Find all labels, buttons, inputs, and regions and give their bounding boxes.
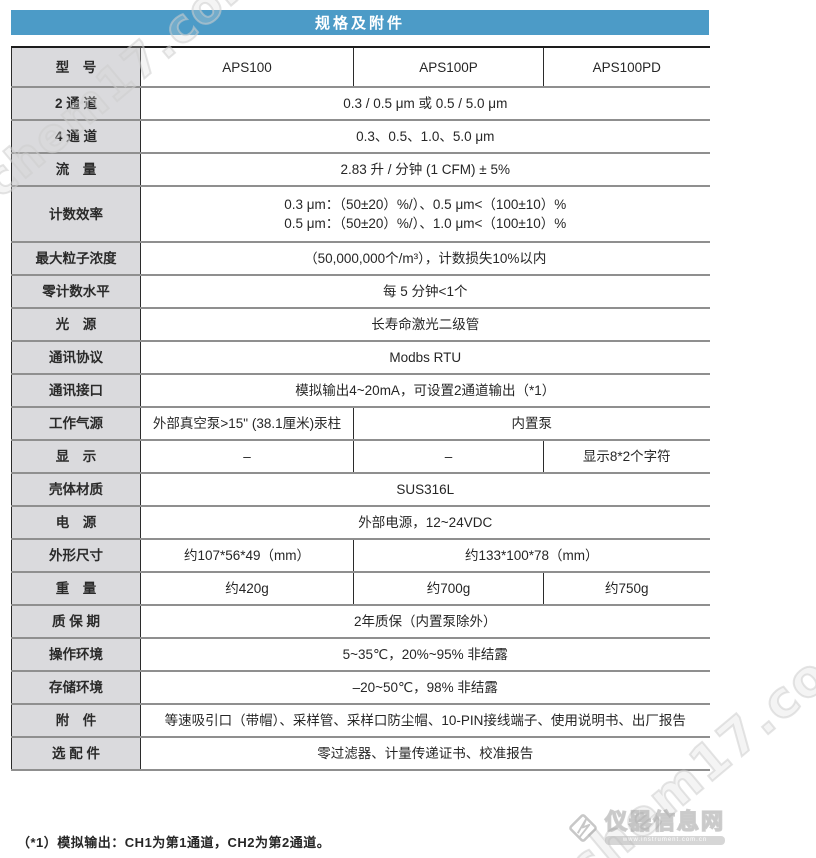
- spec-row: 最大粒子浓度 （50,000,000个/m³），计数损失10%以内: [11, 242, 710, 276]
- spec-value-cell: 模拟输出4~20mA，可设置2通道输出（*1）: [140, 374, 710, 408]
- spec-row: 4 通 道 0.3、0.5、1.0、5.0 μm: [11, 120, 710, 154]
- spec-value-cell: Modbs RTU: [140, 341, 710, 375]
- spec-value-cell: 外部真空泵>15" (38.1厘米)汞柱: [140, 407, 354, 441]
- spec-label-cell: 光 源: [11, 308, 141, 342]
- spec-label-cell: 流 量: [11, 153, 141, 187]
- spec-value-cell: 约107*56*49（mm）: [140, 539, 354, 573]
- spec-row: 电 源外部电源，12~24VDC: [11, 506, 710, 540]
- spec-value-cell: –: [353, 440, 544, 474]
- spec-value-cell: APS100: [140, 47, 354, 88]
- section-header-bar: 规格及附件: [11, 10, 709, 35]
- spec-row: 2 通 道 0.3 / 0.5 μm 或 0.5 / 5.0 μm: [11, 87, 710, 121]
- spec-row: 通讯协议 Modbs RTU: [11, 341, 710, 375]
- spec-label-cell: 操作环境: [11, 638, 141, 672]
- spec-label-cell: 外形尺寸: [11, 539, 141, 573]
- spec-label-cell: 4 通 道: [11, 120, 141, 154]
- spec-value-cell: 约700g: [353, 572, 544, 606]
- spec-value-cell: 约750g: [543, 572, 710, 606]
- spec-value-cell: 约133*100*78（mm）: [353, 539, 710, 573]
- watermark-site-logo: 仪器信息网 www.instrument.com.cn: [564, 808, 726, 852]
- spec-row: 质 保 期 2年质保（内置泵除外）: [11, 605, 710, 639]
- spec-value-cell: 长寿命激光二级管: [140, 308, 710, 342]
- spec-row: 选 配 件零过滤器、计量传递证书、校准报告: [11, 737, 710, 771]
- spec-row: 型 号 APS100 APS100P APS100PD: [11, 47, 710, 88]
- footnote: （*1）模拟输出：CH1为第1通道，CH2为第2通道。: [17, 835, 331, 850]
- spec-row: 外形尺寸 约107*56*49（mm） 约133*100*78（mm）: [11, 539, 710, 573]
- spec-label-cell: 工作气源: [11, 407, 141, 441]
- spec-row: 显 示 – – 显示8*2个字符: [11, 440, 710, 474]
- spec-value-cell: 外部电源，12~24VDC: [140, 506, 710, 540]
- spec-value-cell: –: [140, 440, 354, 474]
- spec-value-cell: 2.83 升 / 分钟 (1 CFM) ± 5%: [140, 153, 710, 187]
- spec-label-cell: 壳体材质: [11, 473, 141, 507]
- spec-label-cell: 计数效率: [11, 186, 141, 243]
- spec-label-cell: 通讯接口: [11, 374, 141, 408]
- spec-label-cell: 存储环境: [11, 671, 141, 705]
- spec-row: 壳体材质 SUS316L: [11, 473, 710, 507]
- spec-label-cell: 显 示: [11, 440, 141, 474]
- spec-row: 光 源长寿命激光二级管: [11, 308, 710, 342]
- logo-subtext: www.instrument.com.cn: [605, 836, 726, 845]
- spec-label-cell: 质 保 期: [11, 605, 141, 639]
- spec-label-cell: 型 号: [11, 47, 141, 88]
- spec-value-cell: SUS316L: [140, 473, 710, 507]
- spec-value-cell: 约420g: [140, 572, 354, 606]
- spec-value-cell: 0.3 / 0.5 μm 或 0.5 / 5.0 μm: [140, 87, 710, 121]
- spec-row: 计数效率 0.3 μm：（50±20）%/）、0.5 μm<（100±10）% 0…: [11, 186, 710, 243]
- spec-value-cell: –20~50℃，98% 非结露: [140, 671, 710, 705]
- spec-value-cell: APS100P: [353, 47, 544, 88]
- spec-value-cell: 0.3、0.5、1.0、5.0 μm: [140, 120, 710, 154]
- spec-label-cell: 重 量: [11, 572, 141, 606]
- logo-diamond-icon: [564, 809, 602, 852]
- spec-value-cell: 0.3 μm：（50±20）%/）、0.5 μm<（100±10）% 0.5 μ…: [140, 186, 710, 243]
- section-title: 规格及附件: [314, 15, 405, 32]
- spec-label-cell: 最大粒子浓度: [11, 242, 141, 276]
- spec-label-cell: 电 源: [11, 506, 141, 540]
- spec-value-cell: 内置泵: [353, 407, 710, 441]
- spec-row: 通讯接口 模拟输出4~20mA，可设置2通道输出（*1）: [11, 374, 710, 408]
- spec-label-cell: 零计数水平: [11, 275, 141, 309]
- spec-label-cell: 选 配 件: [11, 737, 141, 771]
- spec-value-cell: APS100PD: [543, 47, 710, 88]
- spec-row: 流 量 2.83 升 / 分钟 (1 CFM) ± 5%: [11, 153, 710, 187]
- spec-value-cell: 每 5 分钟<1个: [140, 275, 710, 309]
- logo-text-block: 仪器信息网 www.instrument.com.cn: [604, 808, 726, 845]
- spec-table: 型 号 APS100 APS100P APS100PD 2 通 道 0.3 / 0.5 μ…: [11, 46, 710, 771]
- spec-value-cell: 显示8*2个字符: [543, 440, 710, 474]
- spec-label-cell: 2 通 道: [11, 87, 141, 121]
- spec-value-cell: 5~35℃，20%~95% 非结露: [140, 638, 710, 672]
- spec-label-cell: 通讯协议: [11, 341, 141, 375]
- spec-row: 重 量约420g 约700g 约750g: [11, 572, 710, 606]
- spec-value-cell: （50,000,000个/m³），计数损失10%以内: [140, 242, 710, 276]
- logo-text: 仪器信息网: [604, 808, 726, 835]
- spec-row: 附 件等速吸引口（带帽）、采样管、采样口防尘帽、10-PIN接线端子、使用说明书…: [11, 704, 710, 738]
- spec-value-cell: 零过滤器、计量传递证书、校准报告: [140, 737, 710, 771]
- spec-row: 工作气源 外部真空泵>15" (38.1厘米)汞柱 内置泵: [11, 407, 710, 441]
- spec-row: 操作环境 5~35℃，20%~95% 非结露: [11, 638, 710, 672]
- spec-value-cell: 2年质保（内置泵除外）: [140, 605, 710, 639]
- spec-row: 存储环境 –20~50℃，98% 非结露: [11, 671, 710, 705]
- spec-row: 零计数水平每 5 分钟<1个: [11, 275, 710, 309]
- spec-label-cell: 附 件: [11, 704, 141, 738]
- spec-value-cell: 等速吸引口（带帽）、采样管、采样口防尘帽、10-PIN接线端子、使用说明书、出厂…: [140, 704, 710, 738]
